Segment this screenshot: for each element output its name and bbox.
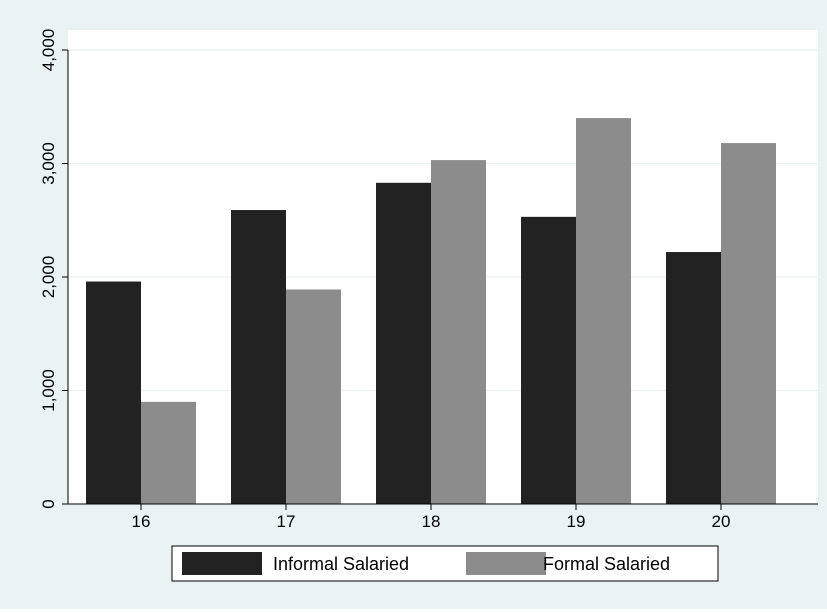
bar-informal-salaried-17: [231, 210, 286, 504]
bar-formal-salaried-16: [141, 401, 196, 504]
legend-label-informal-salaried: Informal Salaried: [273, 554, 409, 574]
bar-formal-salaried-17: [286, 289, 341, 504]
y-tick-label: 4,000: [39, 29, 58, 72]
x-tick-label: 19: [567, 512, 586, 531]
bar-informal-salaried-18: [376, 182, 431, 505]
legend-swatch-formal-salaried: [466, 552, 546, 575]
y-tick-label: 0: [39, 499, 58, 508]
legend: Informal Salaried Formal Salaried: [171, 545, 719, 582]
y-tick-label: 2,000: [39, 256, 58, 299]
bar-informal-salaried-20: [666, 252, 721, 504]
x-tick-label: 18: [422, 512, 441, 531]
bar-informal-salaried-16: [86, 281, 141, 504]
bar-formal-salaried-20: [721, 143, 776, 504]
x-tick-label: 20: [712, 512, 731, 531]
x-tick-label: 16: [132, 512, 151, 531]
bars: [86, 118, 776, 505]
y-tick-label: 1,000: [39, 369, 58, 412]
legend-label-formal-salaried: Formal Salaried: [543, 554, 670, 574]
x-tick-label: 17: [277, 512, 296, 531]
bar-formal-salaried-18: [431, 160, 486, 504]
axes: 0 1,000 2,000 3,000 4,000 16 17 18 19 20: [39, 29, 818, 531]
bar-formal-salaried-19: [576, 118, 631, 504]
legend-swatch-informal-salaried: [182, 552, 262, 575]
y-tick-label: 3,000: [39, 142, 58, 185]
legend-box: [171, 545, 719, 582]
bar-informal-salaried-19: [521, 216, 576, 504]
